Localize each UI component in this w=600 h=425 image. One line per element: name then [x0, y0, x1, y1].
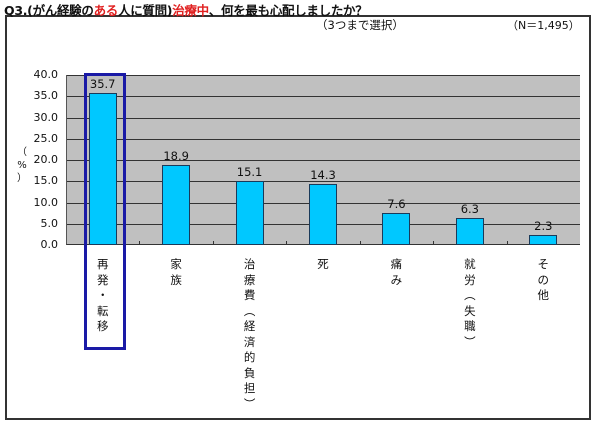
- category-label: 再発・転移: [96, 257, 109, 333]
- value-label: 14.3: [310, 168, 336, 183]
- y-axis-label-unit: %: [17, 160, 27, 171]
- bar: [382, 212, 411, 245]
- title-part: 、何を最も心配しましたか？: [208, 3, 368, 18]
- gridline: [67, 181, 580, 182]
- y-tick-label: 15.0: [33, 174, 59, 188]
- bar: [162, 164, 191, 245]
- gridline: [67, 96, 580, 97]
- plot-area: [66, 75, 580, 245]
- x-tick: [286, 241, 288, 245]
- bar: [235, 180, 264, 245]
- y-axis-label-close: ）: [17, 173, 27, 184]
- bar: [529, 235, 558, 245]
- title-part: 人に質問): [118, 3, 173, 18]
- chart-title: Q3.(がん経験のある人に質問)治療中、何を最も心配しましたか？: [4, 0, 368, 19]
- gridline: [67, 139, 580, 140]
- y-tick-label: 35.0: [33, 89, 59, 103]
- category-label: 治療費 ︵ 経済的負担 ︶: [243, 257, 256, 411]
- x-tick: [212, 241, 214, 245]
- value-label: 2.3: [534, 219, 553, 234]
- title-part-highlight: ある: [93, 3, 119, 18]
- y-axis-label-open: （: [17, 147, 27, 158]
- x-tick: [359, 241, 361, 245]
- gridline: [67, 118, 580, 119]
- category-label: 死: [317, 257, 329, 271]
- gridline: [67, 75, 580, 76]
- y-axis-label: （ % ）: [14, 146, 30, 185]
- x-tick: [433, 241, 435, 245]
- category-label: 痛み: [390, 257, 403, 287]
- value-label: 35.7: [89, 77, 116, 92]
- value-label: 15.1: [236, 164, 263, 179]
- value-label: 18.9: [163, 148, 189, 163]
- category-label: 就労 ︵ 失職 ︶: [464, 257, 476, 349]
- y-tick-label: 25.0: [33, 131, 59, 145]
- category-label: その他: [537, 257, 550, 302]
- chart-subtitle: （3つまで選択）: [316, 18, 404, 32]
- sample-size: （N＝1,495）: [507, 19, 580, 32]
- category-label: 家族: [170, 257, 182, 287]
- value-label: 7.6: [387, 196, 406, 211]
- highlight-box: [84, 73, 126, 350]
- bar: [309, 184, 337, 245]
- x-tick: [139, 241, 141, 245]
- x-tick: [506, 241, 508, 245]
- title-part: Q3.(がん経験の: [4, 3, 94, 18]
- gridline: [67, 160, 580, 161]
- y-tick-label: 40.0: [33, 68, 59, 81]
- y-tick-label: 30.0: [33, 110, 59, 124]
- bar: [88, 93, 117, 245]
- y-tick-label: 0.0: [40, 238, 59, 251]
- y-tick-label: 5.0: [40, 216, 59, 230]
- chart-frame: [5, 15, 591, 420]
- title-part-highlight: 治療中: [172, 3, 209, 18]
- y-tick-label: 20.0: [33, 153, 59, 166]
- value-label: 6.3: [460, 202, 479, 217]
- bar: [455, 218, 484, 245]
- y-tick-label: 10.0: [33, 195, 59, 209]
